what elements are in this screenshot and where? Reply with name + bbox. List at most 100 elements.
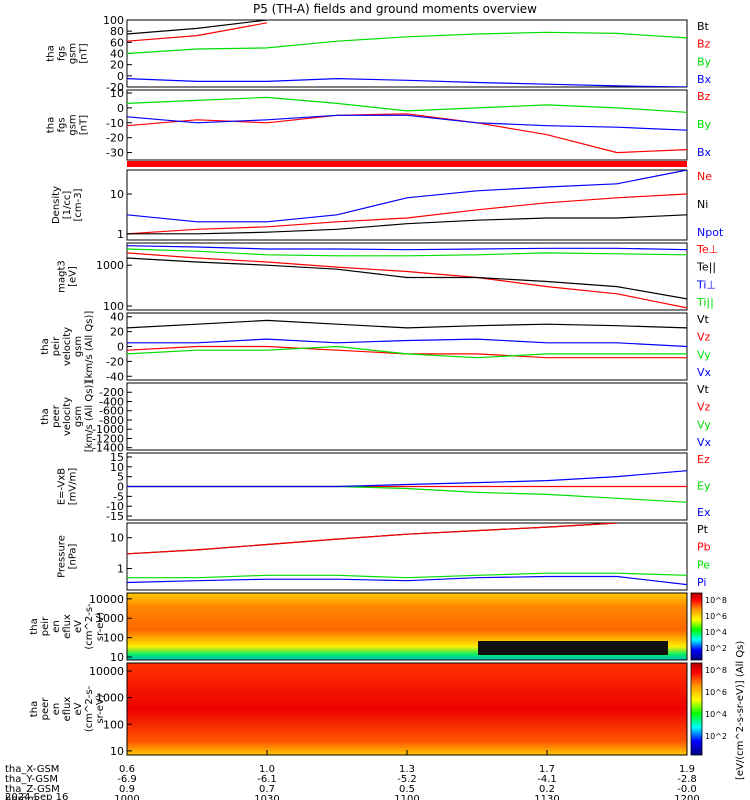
series-group bbox=[127, 245, 687, 309]
y-axis-label: gsm bbox=[73, 336, 84, 357]
x-row-value: 1000 bbox=[114, 794, 139, 800]
y-axis-label: eV bbox=[73, 620, 84, 633]
legend-Bx: Bx bbox=[697, 73, 712, 86]
series-Bx bbox=[127, 77, 687, 87]
x-row-value: -4.1 bbox=[537, 774, 557, 785]
y-tick-label: 20 bbox=[110, 326, 124, 339]
series-Bz bbox=[127, 22, 268, 42]
x-row-value: 1.3 bbox=[399, 764, 415, 775]
series-group bbox=[127, 319, 687, 359]
y-axis-label: en bbox=[51, 703, 62, 716]
series-By bbox=[127, 31, 687, 55]
y-tick-label: 40 bbox=[110, 48, 124, 61]
y-axis-label: sr-eV) bbox=[95, 612, 106, 641]
x-row-value: 1.0 bbox=[259, 764, 275, 775]
legend-Ex: Ex bbox=[697, 506, 711, 519]
y-tick-label: 0 bbox=[117, 102, 124, 115]
y-tick-label: 10 bbox=[110, 87, 124, 100]
x-row-value: 0.6 bbox=[119, 764, 135, 775]
x-row-value: 1.9 bbox=[679, 764, 695, 775]
panel-pressure: 10 1 Pressure [nPa] Pt Pb Pe Pi bbox=[57, 522, 711, 591]
legend-Ey: Ey bbox=[697, 480, 711, 493]
legend-Ni: Ni bbox=[697, 198, 708, 211]
y-tick-label: 1 bbox=[117, 562, 124, 575]
legend-Bt: Bt bbox=[697, 20, 710, 33]
x-row-value: 0.7 bbox=[259, 784, 275, 795]
legend-Vy: Vy bbox=[697, 418, 711, 431]
series-group bbox=[127, 20, 687, 87]
y-axis-label: E=-VxB bbox=[57, 468, 68, 505]
x-row-value: 1.7 bbox=[539, 764, 555, 775]
y-axis-label: velocity bbox=[62, 397, 73, 436]
y-tick-label: 15 bbox=[110, 451, 124, 464]
y-tick-label: 100 bbox=[103, 632, 124, 645]
series-group bbox=[127, 523, 687, 586]
y-tick-label: 20 bbox=[110, 59, 124, 72]
y-axis-label: [nT] bbox=[79, 43, 90, 63]
x-row-value: -5.2 bbox=[397, 774, 417, 785]
legend-Vt: Vt bbox=[697, 383, 710, 396]
panel-frame bbox=[126, 19, 688, 88]
y-tick-label: 10000 bbox=[89, 593, 124, 606]
panel-peer_vel: -200-400-600-800-1000-1200-1400 tha peer ve… bbox=[40, 381, 712, 455]
y-axis-label: sr-eV) bbox=[95, 694, 106, 723]
date-label: 2024 Sep 16 bbox=[5, 792, 68, 800]
y-axis-label: Density bbox=[51, 186, 62, 224]
x-row-value: 0.2 bbox=[539, 784, 555, 795]
x-row-value: -6.9 bbox=[117, 774, 137, 785]
x-axis-annotation: tha_X-GSM 0.6 1.0 1.3 1.7 1.9 tha_Y-GSM -6.9 -6.… bbox=[5, 750, 700, 800]
y-tick-label: -10 bbox=[106, 500, 124, 513]
x-row-label: tha_Z-GSM bbox=[5, 784, 60, 795]
y-tick-label: -1400 bbox=[92, 442, 124, 455]
y-tick-label: 0 bbox=[117, 481, 124, 494]
plot-title: P5 (TH-A) fields and ground moments over… bbox=[253, 2, 537, 16]
x-row-label: tha_X-GSM bbox=[5, 764, 59, 775]
y-axis-label: tha bbox=[29, 618, 40, 634]
legend-By: By bbox=[697, 55, 712, 68]
y-tick-label: 1000 bbox=[96, 612, 124, 625]
y-tick-label: -1200 bbox=[92, 432, 124, 445]
spectrogram-gap bbox=[478, 641, 668, 655]
series-group bbox=[127, 170, 687, 235]
x-row-value: 0.9 bbox=[119, 784, 135, 795]
series-Ti⊥ bbox=[127, 245, 687, 251]
legend-Te||: Te|| bbox=[696, 261, 716, 274]
panel-peir_vel: 40 20 0-20 -40 tha peir velocity gsm [km/s (All … bbox=[40, 311, 712, 384]
legend-Pb: Pb bbox=[697, 541, 711, 554]
y-axis-label: tha bbox=[46, 45, 57, 61]
legend-Ne: Ne bbox=[697, 170, 712, 183]
panel-temp: 1000 100 magt3 [eV] Te⊥ Te|| Ti⊥ Ti|| bbox=[57, 242, 718, 313]
panel-frame bbox=[126, 592, 688, 661]
y-tick-label: 100 bbox=[103, 300, 124, 313]
series-Ni bbox=[127, 214, 687, 235]
y-tick-label: 1 bbox=[117, 228, 124, 241]
colorbar-top bbox=[690, 592, 703, 661]
series-Vx bbox=[127, 338, 687, 348]
series-Ex bbox=[127, 470, 687, 488]
panel-peir_spec: 10000 1000 100 10 tha peir en eflux eV (cm^2-s-sr… bbox=[29, 592, 688, 664]
panel-frame bbox=[126, 89, 688, 161]
x-row-value: 0.5 bbox=[399, 784, 415, 795]
x-row-value: 1130 bbox=[534, 794, 559, 800]
series-Ne bbox=[127, 193, 687, 235]
series-Pb bbox=[127, 523, 618, 555]
y-tick-label: -20 bbox=[106, 81, 124, 94]
x-row-value: -2.8 bbox=[677, 774, 697, 785]
legend-Pt: Pt bbox=[697, 523, 709, 536]
y-axis-label: fgs bbox=[57, 46, 68, 61]
legend-Ti⊥: Ti⊥ bbox=[696, 278, 716, 291]
x-row-value: 1030 bbox=[254, 794, 279, 800]
y-tick-label: 10 bbox=[110, 532, 124, 545]
series-Te⊥ bbox=[127, 252, 687, 309]
legend-Pe: Pe bbox=[697, 558, 710, 571]
y-tick-label: -800 bbox=[99, 414, 124, 427]
y-tick-label: 10 bbox=[110, 745, 124, 758]
series-Bt bbox=[127, 20, 268, 35]
y-axis-label: [km/s (All Qs)] bbox=[84, 311, 95, 383]
panel-fgs_gse: 10 0 -10 -20 -30 tha fgs gsm [nT] Bz By Bx bbox=[46, 87, 712, 161]
y-axis-label: Pressure bbox=[57, 535, 68, 578]
colorbar-tick: 10^8 bbox=[705, 666, 727, 675]
legend-Vz: Vz bbox=[697, 331, 711, 344]
quality-flag-bar bbox=[127, 161, 687, 167]
x-row-label: hhmm bbox=[5, 794, 37, 800]
